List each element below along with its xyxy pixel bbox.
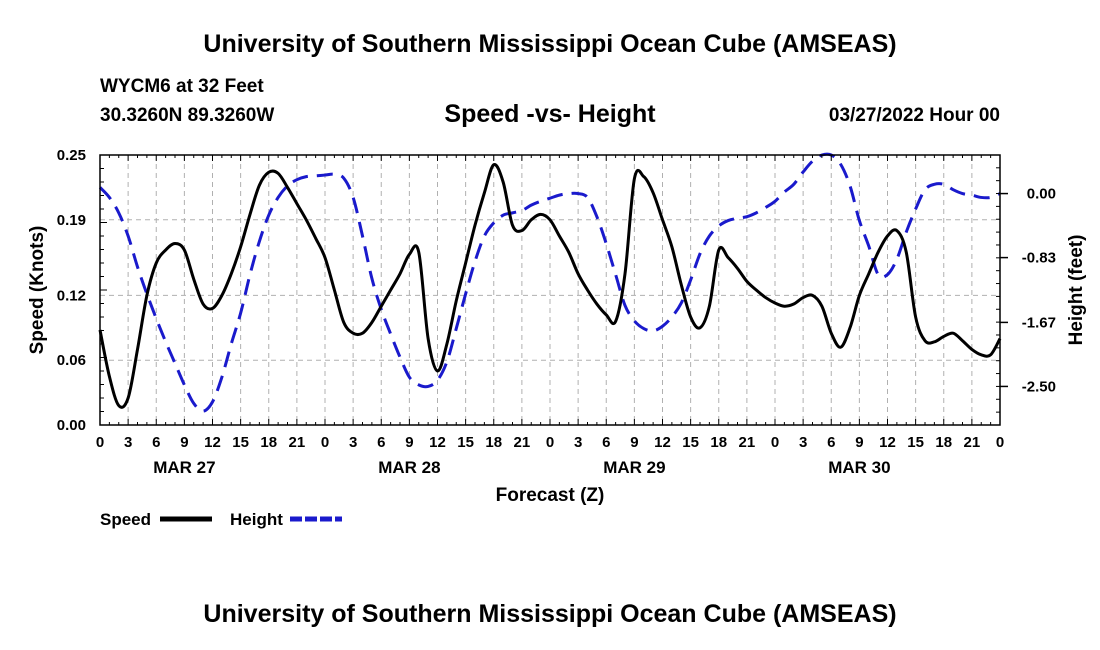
date-label: MAR 29 [603, 458, 665, 477]
x-tick-label: 18 [935, 434, 952, 451]
x-tick-label: 21 [964, 434, 981, 451]
y-axis-title-right: Height (feet) [1066, 235, 1087, 346]
y-tick-label-left: 0.12 [57, 287, 86, 304]
y-tick-label-right: 0.00 [1027, 186, 1056, 203]
speed-series-layer [98, 163, 1002, 409]
x-tick-label: 6 [152, 434, 160, 451]
forecast-datetime: 03/27/2022 Hour 00 [828, 105, 1000, 126]
height-line [98, 152, 1001, 413]
x-tick-label: 9 [180, 434, 188, 451]
date-label: MAR 27 [153, 458, 215, 477]
label-layer: 0 3 6 9 12 15 18 21 0 3 6 9 12 15 18 21 0 3 6 9 12 15 18 21 0 3 6 9… [27, 147, 1087, 506]
x-tick-label: 18 [260, 434, 277, 451]
x-tick-label: 12 [204, 434, 221, 451]
x-tick-label: 3 [124, 434, 132, 451]
x-tick-label: 18 [485, 434, 502, 451]
y-tick-label-right: -1.67 [1022, 314, 1056, 331]
y-tick-label-left: 0.19 [57, 212, 86, 229]
x-tick-label: 21 [514, 434, 531, 451]
station-label: WYCM6 at 32 Feet [100, 76, 264, 97]
x-tick-label: 21 [739, 434, 756, 451]
x-tick-label: 15 [907, 434, 924, 451]
grid-layer [99, 154, 1001, 426]
x-tick-label: 12 [879, 434, 896, 451]
main-title: University of Southern Mississippi Ocean… [203, 30, 897, 58]
x-tick-label: 12 [654, 434, 671, 451]
x-tick-label: 6 [377, 434, 385, 451]
speed-height-chart: 0 3 6 9 12 15 18 21 0 3 6 9 12 15 18 21 0 3 6 9 12 15 18 21 0 3 6 9… [27, 147, 1087, 529]
x-tick-label: 6 [602, 434, 610, 451]
height-series-layer [98, 152, 1001, 413]
footer-title: University of Southern Mississippi Ocean… [203, 600, 897, 628]
axis-layer [99, 154, 1008, 426]
x-tick-label: 3 [349, 434, 357, 451]
x-tick-label: 18 [710, 434, 727, 451]
x-tick-label: 15 [682, 434, 699, 451]
y-tick-label-right: -2.50 [1022, 378, 1056, 395]
legend-label-height: Height [230, 510, 283, 529]
x-tick-label: 15 [457, 434, 474, 451]
legend-label-speed: Speed [100, 510, 151, 529]
x-tick-label: 0 [996, 434, 1004, 451]
x-tick-label: 6 [827, 434, 835, 451]
x-tick-label: 3 [574, 434, 582, 451]
x-tick-label: 12 [429, 434, 446, 451]
date-label: MAR 28 [378, 458, 440, 477]
x-tick-label: 21 [289, 434, 306, 451]
x-axis-title: Forecast (Z) [496, 485, 605, 506]
y-axis-title-left: Speed (Knots) [27, 226, 48, 355]
x-tick-label: 3 [799, 434, 807, 451]
x-tick-label: 9 [855, 434, 863, 451]
x-tick-label: 0 [96, 434, 104, 451]
speed-line [98, 163, 1002, 409]
legend: Speed Height [100, 510, 342, 529]
y-tick-label-right: -0.83 [1022, 250, 1056, 267]
station-coordinates: 30.3260N 89.3260W [100, 105, 275, 126]
x-tick-label: 0 [771, 434, 779, 451]
x-tick-label: 0 [321, 434, 329, 451]
x-tick-label: 15 [232, 434, 249, 451]
x-tick-label: 9 [405, 434, 413, 451]
y-tick-label-left: 0.25 [57, 147, 86, 164]
date-label: MAR 30 [828, 458, 890, 477]
x-tick-label: 9 [630, 434, 638, 451]
y-tick-label-left: 0.00 [57, 417, 86, 434]
x-tick-label: 0 [546, 434, 554, 451]
y-tick-label-left: 0.06 [57, 352, 86, 369]
chart-title: Speed -vs- Height [444, 100, 656, 128]
